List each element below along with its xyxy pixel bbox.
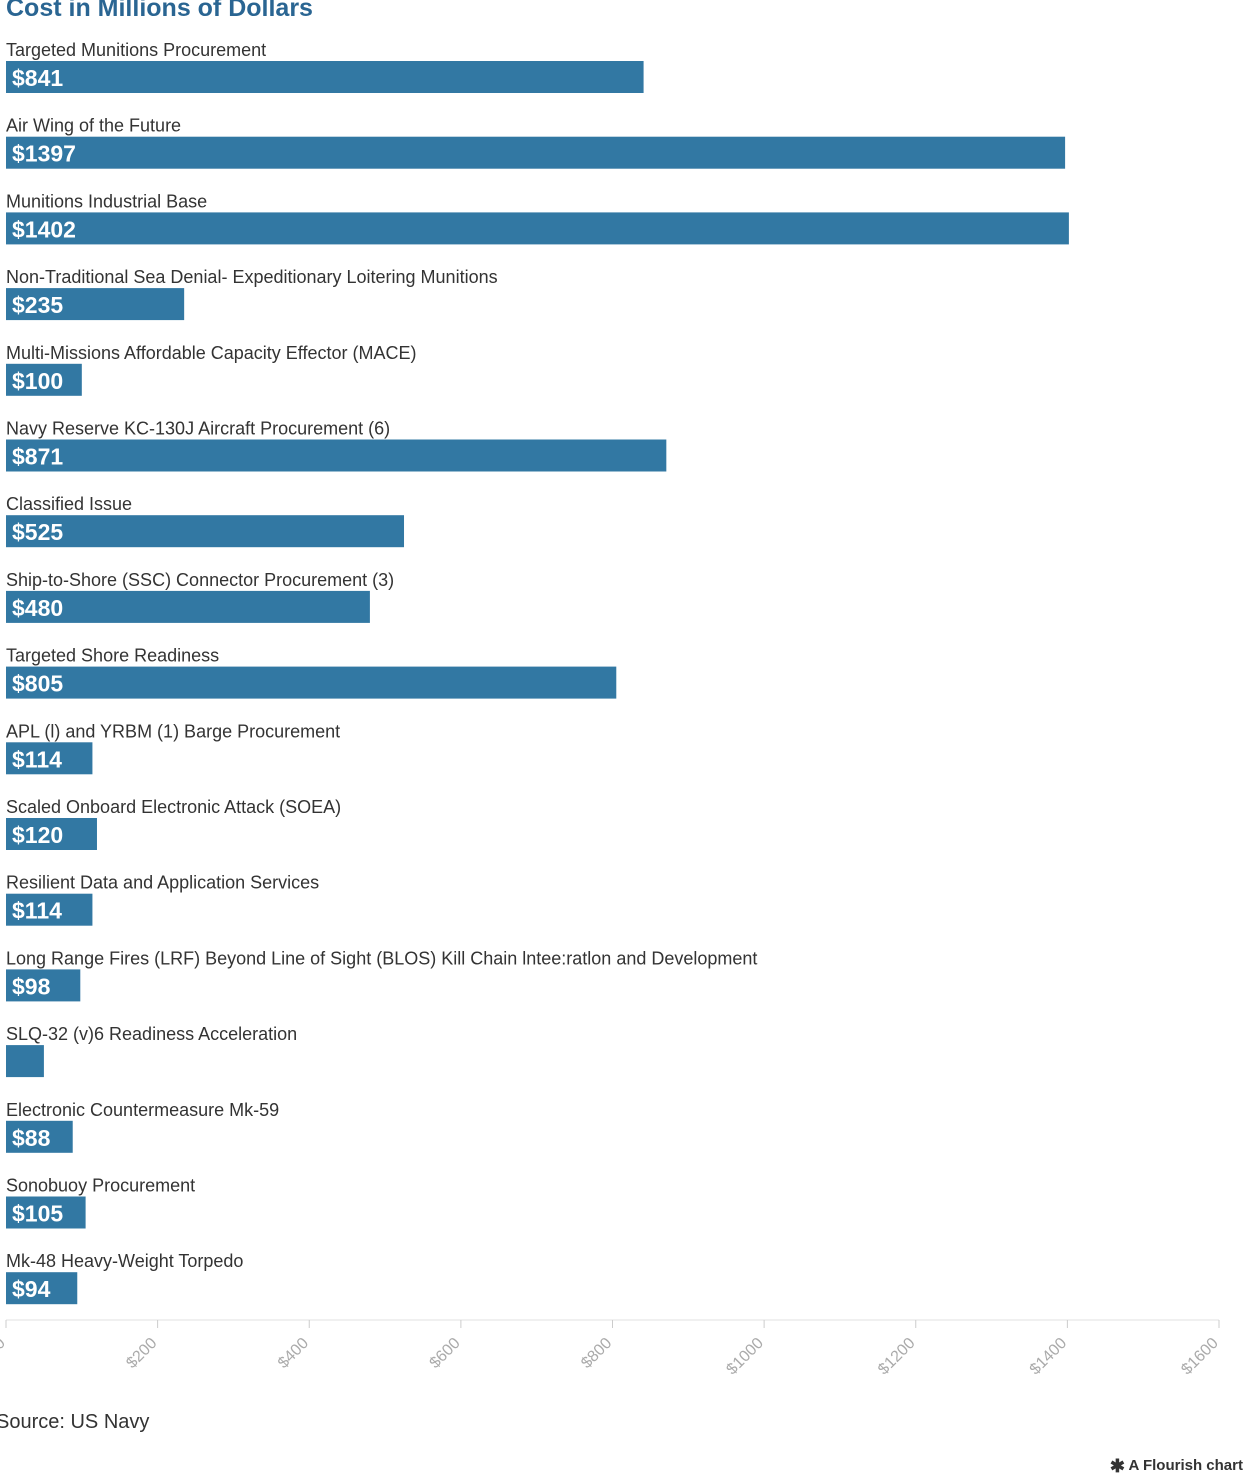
bar[interactable] [6,61,644,93]
bar-value-label: $114 [12,898,62,924]
flourish-credit-label: A Flourish chart [1128,1457,1243,1474]
bar[interactable] [6,1045,44,1078]
bar[interactable] [6,666,617,699]
category-label: SLQ-32 (v)6 Readiness Acceleration [6,1024,297,1044]
bar[interactable] [6,1196,86,1229]
bar-value-label: $525 [12,519,63,545]
bar-value-label: $871 [12,444,63,470]
bar[interactable] [6,893,93,926]
category-label: Air Wing of the Future [6,116,181,136]
bar-value-label: $94 [12,1276,51,1302]
bar-value-label: $88 [12,1125,51,1151]
bar-value-label: $100 [12,368,63,394]
x-tick-label: $400 [275,1335,312,1372]
bar[interactable] [6,969,81,1002]
bar[interactable] [6,1272,78,1305]
bar[interactable] [6,439,667,472]
x-tick-label: $1600 [1178,1335,1222,1379]
x-tick-label: $1200 [875,1335,919,1379]
bar-value-label: $235 [12,292,63,318]
category-label: APL (l) and YRBM (1) Barge Procurement [6,721,340,741]
bar[interactable] [6,136,1066,169]
x-tick-label: $1000 [723,1335,767,1379]
bar-value-label: $98 [12,973,51,999]
bar-value-label: $1397 [12,141,76,167]
category-label: Scaled Onboard Electronic Attack (SOEA) [6,797,341,817]
source-note: Source: US Navy [0,1411,150,1433]
x-tick-label: $1400 [1027,1335,1071,1379]
category-label: Long Range Fires (LRF) Beyond Line of Si… [6,948,757,968]
category-label: Targeted Shore Readiness [6,646,219,666]
category-label: Non-Traditional Sea Denial- Expeditionar… [6,267,498,287]
flourish-asterisk-icon: ✱ [1109,1456,1125,1476]
category-label: Mk-48 Heavy-Weight Torpedo [6,1251,243,1271]
bar-value-label: $114 [12,746,62,772]
category-label: Multi-Missions Affordable Capacity Effec… [6,343,416,363]
category-label: Sonobuoy Procurement [6,1176,195,1196]
flourish-credit[interactable]: ✱ A Flourish chart [1110,1456,1243,1477]
category-label: Munitions Industrial Base [6,191,207,211]
x-tick-label: $0 [0,1335,9,1360]
category-label: Ship-to-Shore (SSC) Connector Procuremen… [6,570,394,590]
bar[interactable] [6,212,1069,245]
x-tick-label: $800 [578,1335,615,1372]
x-tick-label: $200 [123,1335,160,1372]
chart-title: Cost in Millions of Dollars [6,0,313,22]
bar-value-label: $120 [12,822,63,848]
bar[interactable] [6,818,97,850]
bar-value-label: $841 [12,65,63,91]
bar[interactable] [6,590,370,623]
category-label: Targeted Munitions Procurement [6,40,266,60]
bar[interactable] [6,363,82,396]
category-label: Classified Issue [6,494,132,514]
category-label: Resilient Data and Application Services [6,873,319,893]
bar-value-label: $105 [12,1201,63,1227]
category-label: Navy Reserve KC-130J Aircraft Procuremen… [6,419,390,439]
bar-value-label: $805 [12,671,63,697]
bar[interactable] [6,515,405,548]
bar[interactable] [6,742,93,775]
bar[interactable] [6,1120,73,1153]
x-tick-label: $600 [427,1335,464,1372]
bar[interactable] [6,288,185,321]
category-label: Electronic Countermeasure Mk-59 [6,1100,279,1120]
bar-value-label: $1402 [12,216,76,242]
bar-value-label: $480 [12,595,63,621]
